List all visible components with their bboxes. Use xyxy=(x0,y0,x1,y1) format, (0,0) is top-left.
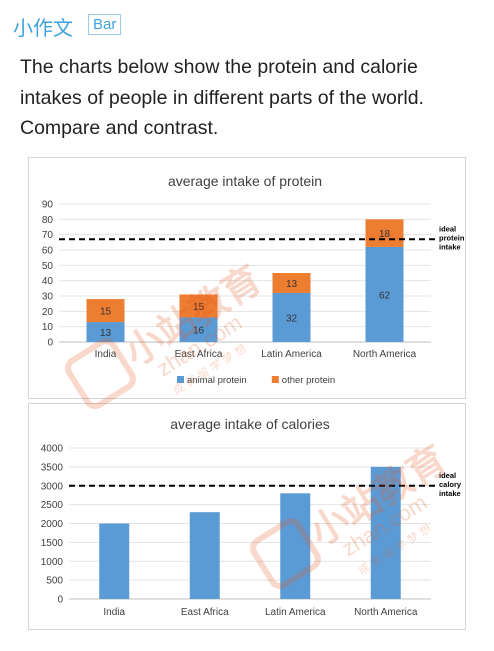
x-tick-label: North America xyxy=(354,607,418,618)
data-label: 18 xyxy=(379,229,391,240)
prompt-line: intakes of people in different parts of … xyxy=(20,86,424,109)
y-tick-label: 30 xyxy=(42,292,54,303)
y-tick-label: 0 xyxy=(57,595,63,606)
legend-label: animal protein xyxy=(187,375,247,386)
bar xyxy=(365,219,404,247)
chart-title: average intake of protein xyxy=(168,173,322,189)
y-tick-label: 500 xyxy=(46,576,63,587)
x-tick-label: North America xyxy=(353,349,417,360)
y-tick-label: 10 xyxy=(42,322,54,333)
bar xyxy=(99,523,130,599)
y-tick-label: 0 xyxy=(47,338,53,349)
y-tick-label: 40 xyxy=(42,276,54,287)
x-tick-label: India xyxy=(95,349,117,360)
y-tick-label: 20 xyxy=(42,307,54,318)
legend-swatch xyxy=(177,376,184,383)
data-label: 32 xyxy=(286,313,298,324)
x-tick-label: East Africa xyxy=(181,607,229,618)
x-tick-label: Latin America xyxy=(265,607,326,618)
reference-line-label: ideal xyxy=(439,471,456,480)
bar xyxy=(272,273,311,293)
chart-title: average intake of calories xyxy=(170,416,330,432)
bar xyxy=(370,466,401,599)
calorie-chart-panel: average intake of calories 0 500 1000 1500 20… xyxy=(28,403,466,630)
x-tick-label: Latin America xyxy=(261,349,322,360)
header: 小作文 Bar xyxy=(0,0,494,48)
protein-chart-panel: average intake of protein 0 10 20 30 40 50 60 70… xyxy=(28,157,466,399)
data-label: 15 xyxy=(100,307,112,318)
bar xyxy=(179,317,218,342)
reference-line-label: ideal xyxy=(439,224,456,233)
bar xyxy=(189,512,220,599)
y-tick-label: 2000 xyxy=(41,519,64,530)
data-label: 16 xyxy=(193,326,205,337)
category-tag[interactable]: Bar xyxy=(88,14,122,35)
x-tick-label: East Africa xyxy=(175,349,223,360)
y-tick-label: 2500 xyxy=(41,500,64,511)
reference-line-label: intake xyxy=(439,489,461,498)
y-tick-label: 70 xyxy=(42,230,54,241)
y-tick-label: 90 xyxy=(42,200,54,211)
data-label: 15 xyxy=(193,302,205,313)
bar xyxy=(365,246,404,342)
protein-chart: average intake of protein 0 10 20 30 40 50 60 70… xyxy=(42,173,465,386)
task-prompt: The charts below show the protein and ca… xyxy=(20,52,480,144)
y-tick-label: 50 xyxy=(42,261,54,272)
prompt-line: The charts below show the protein and ca… xyxy=(20,56,418,78)
reference-line-label: protein xyxy=(439,233,465,242)
reference-line-label: intake xyxy=(439,242,461,251)
bar xyxy=(86,299,125,323)
data-label: 13 xyxy=(100,328,112,339)
y-tick-label: 3500 xyxy=(41,462,64,473)
app-title: 小作文 xyxy=(13,16,73,40)
bar xyxy=(179,294,218,318)
data-label: 13 xyxy=(286,279,298,290)
prompt-line: Compare and contrast. xyxy=(20,117,219,139)
data-label: 62 xyxy=(379,290,391,301)
reference-line-label: calory xyxy=(439,480,462,489)
calorie-chart: average intake of calories 0 500 1000 1500 20… xyxy=(41,416,462,618)
y-tick-label: 60 xyxy=(42,246,54,257)
x-tick-label: India xyxy=(103,607,125,618)
legend-swatch xyxy=(271,376,279,383)
bar xyxy=(272,292,311,342)
legend-label: other protein xyxy=(282,375,335,386)
y-tick-label: 3000 xyxy=(41,481,64,492)
y-tick-label: 4000 xyxy=(41,444,64,455)
y-tick-label: 1500 xyxy=(41,538,64,549)
y-tick-label: 80 xyxy=(42,215,54,226)
y-tick-label: 1000 xyxy=(41,557,64,568)
bar xyxy=(280,493,311,599)
bar xyxy=(86,322,125,342)
